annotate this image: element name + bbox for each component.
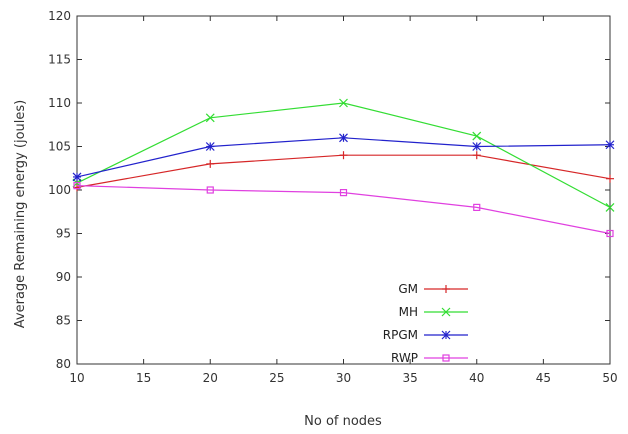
legend-label-rwp: RWP <box>391 351 418 365</box>
y-tick-label: 90 <box>56 270 71 284</box>
x-tick-label: 45 <box>536 371 551 385</box>
data-point-rwp <box>606 229 614 238</box>
legend-label-mh: MH <box>399 305 418 319</box>
data-point-rwp <box>339 189 348 197</box>
data-point-rpgm <box>205 142 215 151</box>
data-point-rpgm <box>472 142 482 151</box>
x-tick-label: 15 <box>136 371 151 385</box>
data-point-rpgm <box>72 172 82 182</box>
data-point-rwp <box>206 186 214 194</box>
x-tick-label: 50 <box>602 371 617 385</box>
data-point-mh <box>205 113 215 123</box>
y-tick-label: 105 <box>48 140 71 154</box>
y-axis-title: Average Remaining energy (joules) <box>13 100 28 328</box>
data-point-mh <box>472 131 482 141</box>
legend-marker-rpgm <box>441 330 451 340</box>
legend-label-gm: GM <box>398 282 418 296</box>
series-line-gm <box>76 154 611 188</box>
data-point-gm <box>339 151 348 160</box>
y-tick-label: 120 <box>48 9 71 23</box>
x-tick-label: 35 <box>402 371 417 385</box>
data-point-rwp <box>473 203 481 211</box>
y-tick-label: 95 <box>56 227 71 241</box>
x-tick-label: 25 <box>269 371 284 385</box>
data-point-rwp <box>73 182 81 190</box>
data-point-gm <box>472 151 481 160</box>
y-tick-label: 100 <box>48 183 71 197</box>
data-point-rpgm <box>605 140 615 150</box>
data-point-mh <box>605 202 615 212</box>
data-point-gm <box>606 174 614 183</box>
x-tick-label: 30 <box>336 371 351 385</box>
legend-label-rpgm: RPGM <box>383 328 418 342</box>
x-tick-label: 20 <box>203 371 218 385</box>
data-point-mh <box>339 98 348 108</box>
y-tick-label: 85 <box>56 314 71 328</box>
legend-marker-rwp <box>442 354 450 362</box>
x-axis-title: No of nodes <box>304 414 382 429</box>
data-point-rpgm <box>339 133 348 143</box>
legend-marker-mh <box>441 307 451 317</box>
y-tick-label: 110 <box>48 96 71 110</box>
legend-marker-gm <box>442 285 450 293</box>
y-tick-label: 115 <box>48 53 71 67</box>
y-tick-label: 80 <box>56 357 71 371</box>
data-point-gm <box>206 159 215 168</box>
x-tick-label: 10 <box>69 371 84 385</box>
series-line-rwp <box>76 185 611 235</box>
x-tick-label: 40 <box>469 371 484 385</box>
